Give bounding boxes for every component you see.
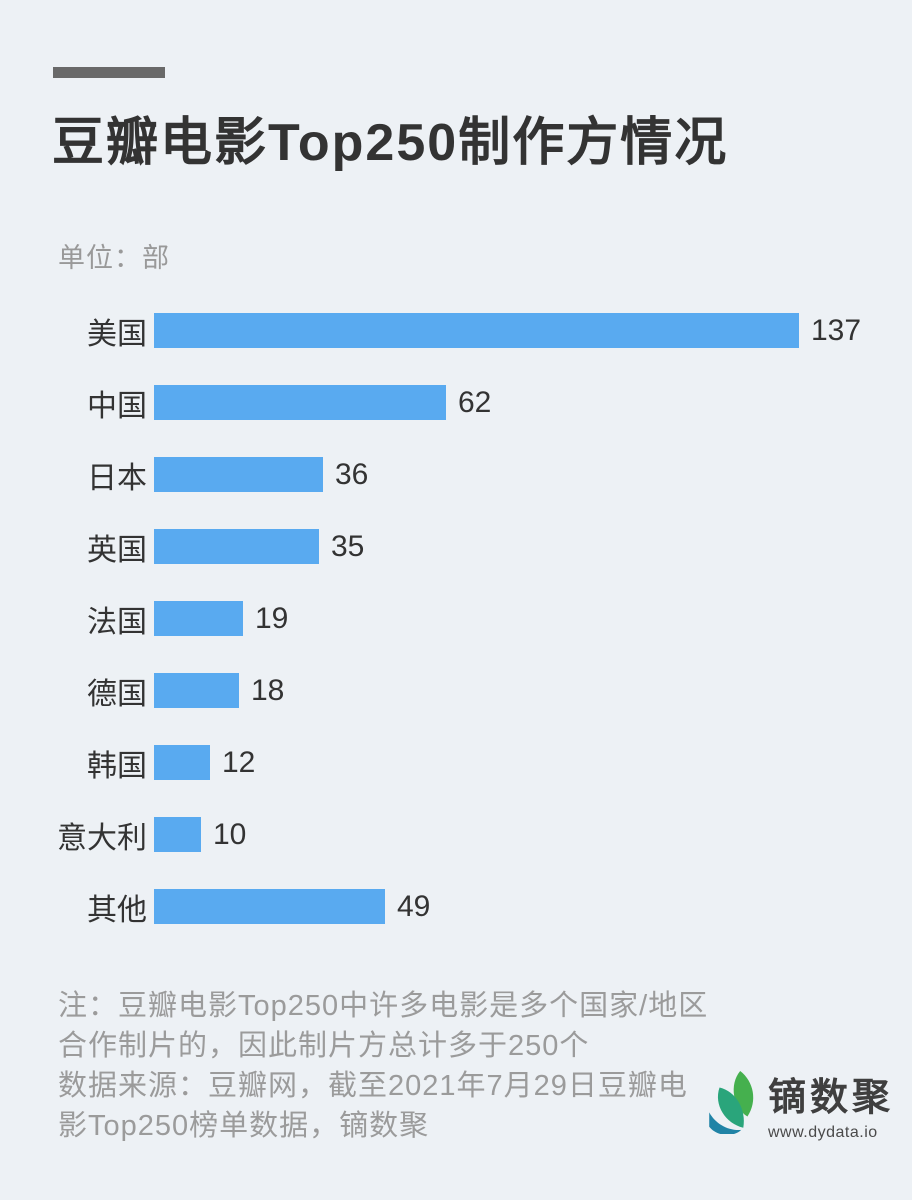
title-accent-bar — [53, 67, 165, 78]
chart-row: 德国 18 — [55, 673, 875, 711]
bar — [154, 601, 243, 636]
chart-row: 其他 49 — [55, 889, 875, 927]
dydata-logo: 镝数聚 www.dydata.io — [708, 1066, 894, 1142]
bar — [154, 457, 323, 492]
bar-value: 12 — [222, 745, 256, 779]
chart-row: 日本 36 — [55, 457, 875, 495]
bar-label: 韩国 — [87, 749, 147, 783]
footnote-line: 数据来源：豆瓣网，截至2021年7月29日豆瓣电 — [58, 1070, 688, 1102]
bar-label: 日本 — [87, 461, 147, 495]
footnote: 注：豆瓣电影Top250中许多电影是多个国家/地区 合作制片的，因此制片方总计多… — [58, 986, 708, 1146]
leaf-bottom-blue — [709, 1112, 742, 1134]
bar-value: 49 — [397, 889, 431, 923]
bar — [154, 745, 210, 780]
logo-url: www.dydata.io — [768, 1124, 878, 1141]
chart-row: 中国 62 — [55, 385, 875, 423]
bar-label: 意大利 — [57, 821, 147, 855]
bar-label: 德国 — [87, 677, 147, 711]
bar-value: 36 — [335, 457, 369, 491]
footnote-line: 影Top250榜单数据，镝数聚 — [58, 1110, 430, 1142]
page-title: 豆瓣电影Top250制作方情况 — [52, 114, 729, 172]
chart-row: 意大利 10 — [55, 817, 875, 855]
bar-label: 其他 — [87, 893, 147, 927]
bar — [154, 385, 446, 420]
bar — [154, 817, 201, 852]
chart-row: 韩国 12 — [55, 745, 875, 783]
chart-row: 美国 137 — [55, 313, 875, 351]
bar-label: 美国 — [87, 317, 147, 351]
bar-value: 18 — [251, 673, 285, 707]
bar — [154, 673, 239, 708]
footnote-line: 注：豆瓣电影Top250中许多电影是多个国家/地区 — [58, 990, 709, 1022]
bar-value: 137 — [811, 313, 862, 347]
bar — [154, 889, 385, 924]
dydata-logo-icon — [709, 1071, 754, 1134]
footnote-line: 合作制片的，因此制片方总计多于250个 — [58, 1030, 590, 1062]
bar-value: 35 — [331, 529, 365, 563]
bar-label: 英国 — [87, 533, 147, 567]
unit-label: 单位：部 — [58, 243, 170, 273]
bar — [154, 529, 319, 564]
logo-name: 镝数聚 — [768, 1077, 895, 1119]
chart-row: 法国 19 — [55, 601, 875, 639]
bar-value: 19 — [255, 601, 289, 635]
logo-text-wrap: 镝数聚 www.dydata.io — [768, 1066, 894, 1142]
bar-value: 10 — [213, 817, 247, 851]
chart-row: 英国 35 — [55, 529, 875, 567]
bar-label: 法国 — [87, 605, 147, 639]
bar-chart: 美国 137 中国 62 日本 36 英国 35 法国 19 德国 18 韩国 … — [55, 313, 875, 927]
bar-value: 62 — [458, 385, 492, 419]
bar-label: 中国 — [87, 389, 147, 423]
leaf-mid-teal-green — [717, 1087, 744, 1128]
bar — [154, 313, 799, 348]
